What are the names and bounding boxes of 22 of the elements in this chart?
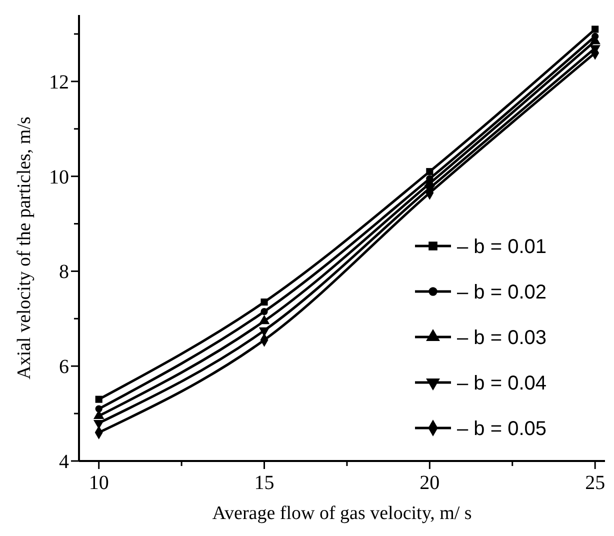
legend-label: – b = 0.05	[457, 418, 547, 440]
x-axis-title: Average flow of gas velocity, m/ s	[212, 503, 472, 524]
y-tick-label: 8	[59, 261, 69, 284]
point	[95, 396, 102, 403]
x-tick-label: 20	[420, 472, 440, 494]
y-tick-label: 10	[49, 166, 69, 188]
y-tick-label: 12	[49, 71, 69, 94]
x-tick-label: 15	[254, 472, 274, 494]
y-tick-label: 6	[59, 356, 69, 378]
legend-label: – b = 0.02	[457, 282, 547, 304]
point	[426, 168, 434, 176]
legend-label: – b = 0.03	[457, 327, 547, 349]
y-axis-title: Axial velocity of the particles, m/s	[14, 116, 35, 380]
point	[260, 308, 268, 316]
x-tick-label: 25	[585, 472, 606, 494]
point	[260, 298, 268, 306]
point	[93, 420, 104, 430]
legend-label: – b = 0.04	[457, 372, 547, 394]
y-tick-label: 4	[59, 451, 69, 473]
legend-label: – b = 0.01	[457, 236, 547, 258]
point	[592, 26, 599, 33]
x-tick-label: 10	[88, 472, 109, 494]
